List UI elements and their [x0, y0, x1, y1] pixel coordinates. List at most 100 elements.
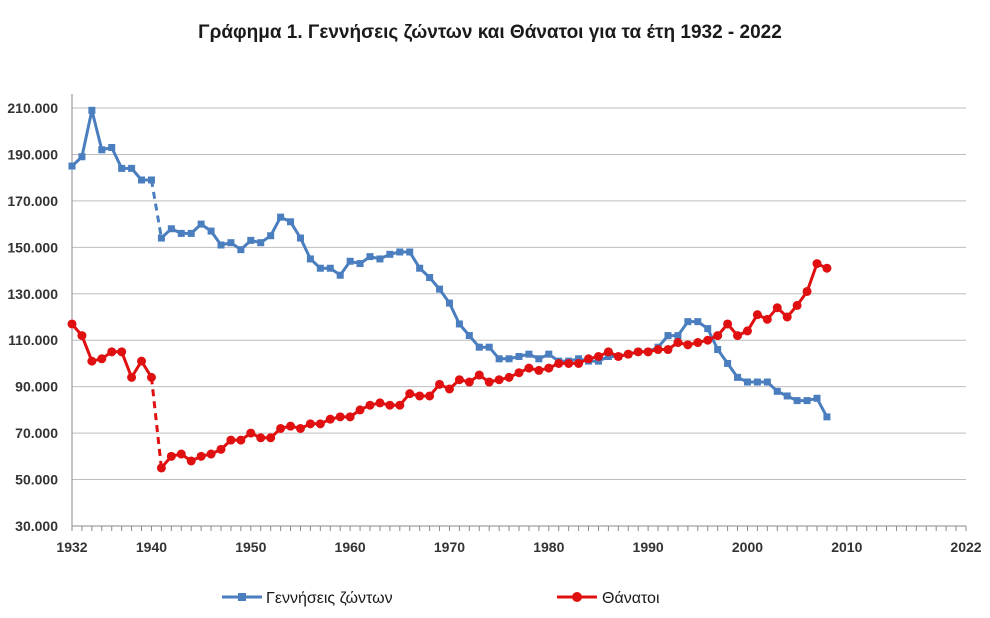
data-point-deaths: [723, 319, 733, 329]
data-point-deaths: [703, 335, 713, 345]
data-point-deaths: [276, 423, 286, 433]
data-point-deaths: [156, 463, 166, 473]
data-point-births: [793, 397, 801, 405]
data-point-deaths: [236, 435, 246, 445]
data-point-deaths: [295, 423, 305, 433]
data-point-deaths: [603, 347, 613, 357]
data-point-deaths: [812, 259, 822, 269]
data-point-births: [664, 332, 672, 340]
data-point-deaths: [693, 338, 703, 348]
data-point-births: [763, 378, 771, 386]
data-point-births: [535, 355, 543, 363]
data-point-deaths: [752, 310, 762, 320]
data-point-deaths: [137, 356, 147, 366]
data-point-deaths: [435, 379, 445, 389]
data-point-births: [753, 378, 761, 386]
data-point-deaths: [683, 340, 693, 350]
data-point-births: [694, 318, 702, 326]
legend-marker-births: [238, 593, 246, 601]
data-point-deaths: [564, 358, 574, 368]
data-point-births: [237, 246, 245, 254]
legend-item-deaths: Θάνατοι: [557, 590, 660, 607]
data-point-births: [356, 260, 364, 268]
data-point-births: [436, 285, 444, 293]
data-point-births: [326, 264, 334, 272]
legend-item-births: Γεννήσεις ζώντων: [222, 590, 393, 607]
data-point-births: [743, 378, 751, 386]
data-point-births: [813, 394, 821, 402]
data-point-deaths: [613, 351, 623, 361]
data-point-deaths: [484, 377, 494, 387]
legend-marker-deaths: [572, 592, 582, 602]
data-point-births: [376, 255, 384, 263]
data-point-births: [803, 397, 811, 405]
data-point-births: [207, 227, 215, 235]
data-point-deaths: [87, 356, 97, 366]
data-point-deaths: [574, 358, 584, 368]
y-tick-label: 30.000: [15, 518, 58, 534]
data-point-deaths: [504, 372, 514, 382]
data-point-births: [247, 236, 255, 244]
data-point-births: [336, 271, 344, 279]
data-point-deaths: [554, 358, 564, 368]
x-tick-label: 2000: [732, 539, 763, 555]
data-point-births: [157, 234, 165, 242]
data-point-deaths: [425, 391, 435, 401]
data-point-deaths: [782, 312, 792, 322]
data-point-deaths: [762, 314, 772, 324]
legend-label-deaths: Θάνατοι: [602, 590, 660, 607]
data-point-births: [823, 413, 831, 421]
data-point-births: [316, 264, 324, 272]
data-point-deaths: [494, 375, 504, 385]
data-point-births: [386, 250, 394, 258]
x-tick-label: 2022: [950, 539, 981, 555]
data-point-births: [167, 225, 175, 233]
data-point-deaths: [256, 433, 266, 443]
data-point-births: [515, 352, 523, 360]
data-point-births: [485, 343, 493, 351]
data-point-deaths: [166, 451, 176, 461]
data-point-deaths: [395, 400, 405, 410]
data-point-births: [575, 355, 583, 363]
series-gap-deaths: [149, 377, 163, 469]
x-tick-label: 1950: [235, 539, 266, 555]
data-point-deaths: [365, 400, 375, 410]
y-tick-label: 190.000: [7, 146, 58, 162]
data-point-births: [714, 346, 722, 354]
data-point-births: [445, 299, 453, 307]
data-point-births: [78, 153, 86, 161]
data-point-deaths: [544, 363, 554, 373]
data-point-deaths: [633, 347, 643, 357]
x-tick-label: 1932: [56, 539, 87, 555]
data-point-deaths: [67, 319, 77, 329]
data-point-deaths: [186, 456, 196, 466]
data-point-births: [98, 146, 106, 154]
y-tick-label: 210.000: [7, 100, 58, 116]
data-point-births: [138, 176, 146, 184]
data-point-deaths: [216, 444, 226, 454]
data-point-deaths: [643, 347, 653, 357]
x-tick-label: 1980: [533, 539, 564, 555]
series-layer: [67, 106, 832, 473]
data-point-births: [346, 257, 354, 265]
data-point-births: [724, 359, 732, 367]
data-point-deaths: [514, 368, 524, 378]
data-point-deaths: [733, 331, 743, 341]
gridlines: [72, 107, 966, 527]
y-tick-label: 50.000: [15, 472, 58, 488]
data-point-births: [217, 241, 225, 249]
data-point-deaths: [286, 421, 296, 431]
data-point-deaths: [335, 412, 345, 422]
data-point-births: [674, 332, 682, 340]
data-point-births: [594, 357, 602, 365]
data-point-births: [416, 264, 424, 272]
data-point-births: [734, 373, 742, 381]
data-point-deaths: [822, 263, 832, 273]
data-point-births: [287, 218, 295, 226]
data-point-births: [118, 164, 126, 172]
x-tick-label: 1940: [136, 539, 167, 555]
data-point-births: [227, 239, 235, 247]
data-point-births: [88, 106, 96, 114]
data-point-deaths: [415, 391, 425, 401]
